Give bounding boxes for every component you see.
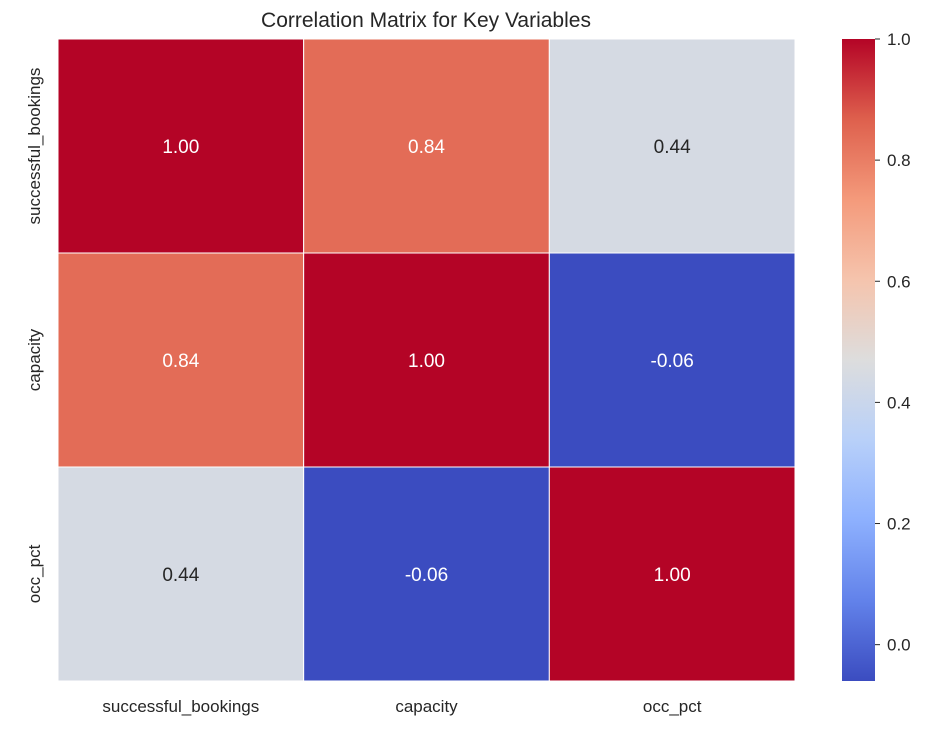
heatmap-cell-0-1 xyxy=(303,38,550,254)
heatmap-cell-1-0 xyxy=(57,252,305,468)
colorbar-tick-label-3: 0.6 xyxy=(887,272,911,291)
cell-value-labels: 1.00 0.84 0.44 0.84 1.00 -0.06 0.44 -0.06 1.00 xyxy=(162,137,693,586)
x-tick-label-2: occ_pct xyxy=(643,697,702,716)
colorbar-gradient xyxy=(842,39,875,681)
cell-value-label-0-1: 0.84 xyxy=(408,137,445,158)
colorbar-tick-label-1: 0.2 xyxy=(887,515,911,534)
x-tick-label-1: capacity xyxy=(395,697,458,716)
heatmap-cell-0-2 xyxy=(548,38,796,254)
colorbar: 0.0 0.2 0.4 0.6 0.8 1.0 xyxy=(842,30,911,681)
cell-value-label-0-0: 1.00 xyxy=(162,137,199,158)
y-tick-label-0: successful_bookings xyxy=(25,68,44,225)
colorbar-tick-label-0: 0.0 xyxy=(887,636,911,655)
cell-value-label-2-1: -0.06 xyxy=(405,565,448,586)
heatmap-cell-2-0 xyxy=(57,466,305,682)
heatmap-cell-0-0 xyxy=(57,38,305,254)
chart-title: Correlation Matrix for Key Variables xyxy=(261,9,591,32)
heatmap-cell-2-2 xyxy=(548,466,796,682)
x-tick-label-0: successful_bookings xyxy=(102,697,259,716)
colorbar-tick-label-2: 0.4 xyxy=(887,393,911,412)
heatmap-cells xyxy=(57,38,796,682)
x-axis-tick-labels: successful_bookings capacity occ_pct xyxy=(102,697,701,716)
heatmap-cell-1-1 xyxy=(303,252,550,468)
cell-value-label-1-1: 1.00 xyxy=(408,351,445,372)
cell-value-label-1-2: -0.06 xyxy=(651,351,694,372)
y-axis-tick-labels: successful_bookings capacity occ_pct xyxy=(25,68,44,604)
cell-value-label-1-0: 0.84 xyxy=(162,351,199,372)
heatmap-cell-1-2 xyxy=(548,252,796,468)
cell-value-label-2-0: 0.44 xyxy=(162,565,199,586)
y-tick-label-2: occ_pct xyxy=(25,544,44,603)
colorbar-tick-label-4: 0.8 xyxy=(887,151,911,170)
y-tick-label-1: capacity xyxy=(25,328,44,391)
cell-value-label-0-2: 0.44 xyxy=(654,137,691,158)
heatmap-cell-2-1 xyxy=(303,466,550,682)
cell-value-label-2-2: 1.00 xyxy=(654,565,691,586)
colorbar-tick-label-5: 1.0 xyxy=(887,30,911,49)
